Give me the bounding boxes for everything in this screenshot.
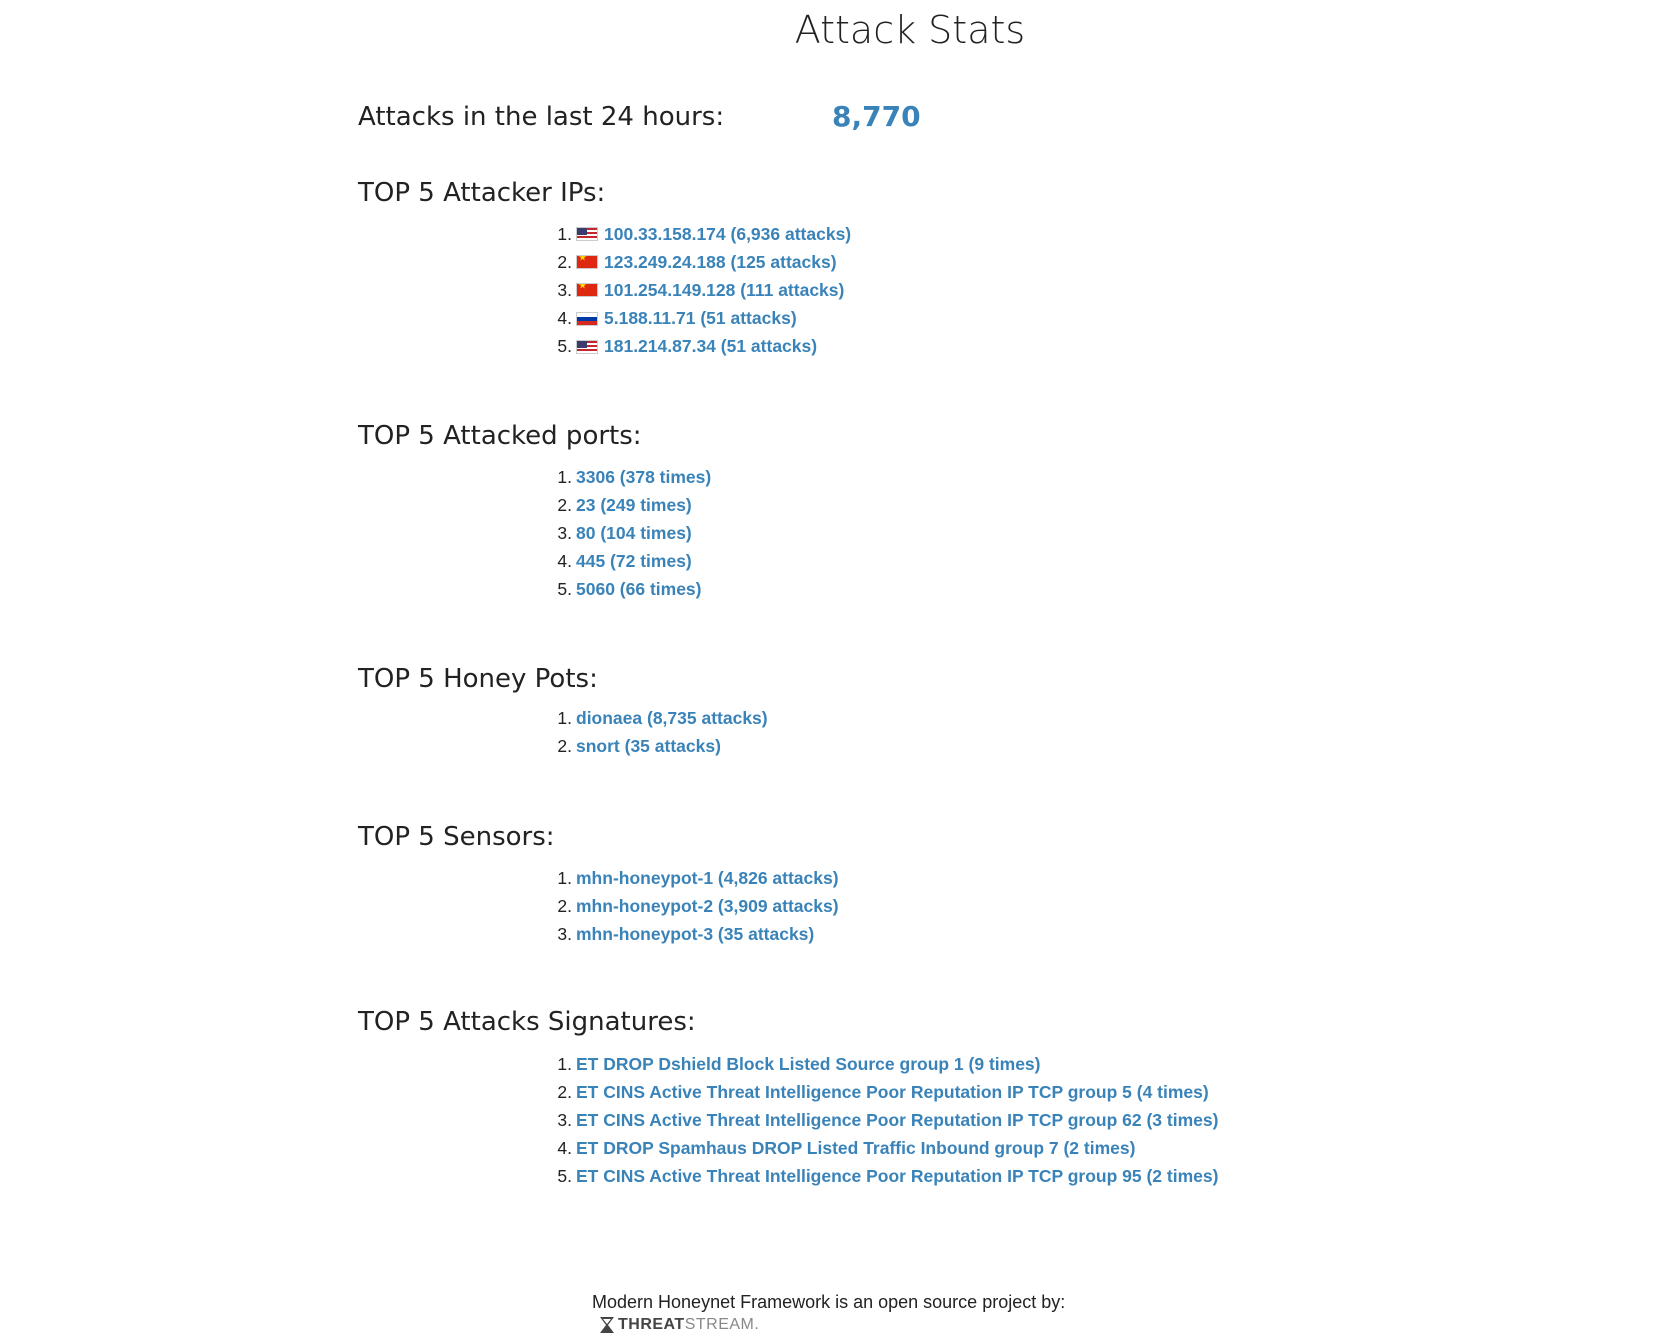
list-link[interactable]: 181.214.87.34 (51 attacks) xyxy=(604,336,818,357)
list-link[interactable]: mhn-honeypot-1 (4,826 attacks) xyxy=(576,867,839,888)
attacker-ips-list: 1. 100.33.158.174 (6,936 attacks) 2. 123.24… xyxy=(548,220,851,361)
list-item: 2. 23 (249 times) xyxy=(548,491,711,519)
list-item: 1. 3306 (378 times) xyxy=(548,463,711,491)
list-link[interactable]: ET CINS Active Threat Intelligence Poor … xyxy=(576,1081,1209,1102)
sensors-heading: TOP 5 Sensors: xyxy=(358,822,555,852)
list-item: 5. 181.214.87.34 (51 attacks) xyxy=(548,333,851,361)
list-item: 2. mhn-honeypot-2 (3,909 attacks) xyxy=(548,892,839,920)
logo-bold-text: THREAT xyxy=(618,1316,685,1333)
list-number: 2. xyxy=(557,251,572,272)
list-link[interactable]: mhn-honeypot-2 (3,909 attacks) xyxy=(576,895,839,916)
list-item: 3. ET CINS Active Threat Intelligence Poo… xyxy=(548,1106,1218,1134)
list-item: 2. ET CINS Active Threat Intelligence Poo… xyxy=(548,1078,1218,1106)
list-number: 1. xyxy=(557,466,572,487)
list-item: 3. 101.254.149.128 (111 attacks) xyxy=(548,276,851,304)
page-title: Attack Stats xyxy=(794,8,1026,52)
logo-light-text: STREAM. xyxy=(684,1316,760,1333)
list-item: 1. dionaea (8,735 attacks) xyxy=(548,704,768,732)
list-item: 2. snort (35 attacks) xyxy=(548,732,768,760)
us-flag-icon xyxy=(576,339,598,354)
us-flag-icon xyxy=(576,227,598,242)
ru-flag-icon xyxy=(576,311,598,326)
list-number: 1. xyxy=(557,707,572,728)
signatures-list: 1. ET DROP Dshield Block Listed Source gr… xyxy=(548,1050,1218,1191)
sensors-list: 1. mhn-honeypot-1 (4,826 attacks) 2. mhn-ho… xyxy=(548,864,839,949)
list-number: 1. xyxy=(557,1053,572,1074)
list-link[interactable]: ET CINS Active Threat Intelligence Poor … xyxy=(576,1166,1219,1187)
list-link[interactable]: ET CINS Active Threat Intelligence Poor … xyxy=(576,1109,1219,1130)
list-link[interactable]: dionaea (8,735 attacks) xyxy=(576,707,768,728)
hourglass-icon xyxy=(600,1317,614,1333)
list-item: 1. mhn-honeypot-1 (4,826 attacks) xyxy=(548,864,839,892)
attacks-24h-label: Attacks in the last 24 hours: xyxy=(358,102,725,132)
list-item: 4. 445 (72 times) xyxy=(548,548,711,576)
cn-flag-icon xyxy=(576,255,598,270)
attacked-ports-heading: TOP 5 Attacked ports: xyxy=(358,421,642,451)
list-number: 5. xyxy=(557,336,572,357)
attacker-ips-heading: TOP 5 Attacker IPs: xyxy=(358,178,606,208)
list-link[interactable]: 123.249.24.188 (125 attacks) xyxy=(604,251,837,272)
list-link[interactable]: 80 (104 times) xyxy=(576,522,692,543)
list-number: 3. xyxy=(557,279,572,300)
list-number: 3. xyxy=(557,522,572,543)
signatures-heading: TOP 5 Attacks Signatures: xyxy=(358,1007,696,1037)
list-number: 1. xyxy=(557,223,572,244)
list-item: 5. ET CINS Active Threat Intelligence Poo… xyxy=(548,1163,1218,1191)
list-number: 3. xyxy=(557,1109,572,1130)
threatstream-logo[interactable]: THREAT STREAM. xyxy=(598,1316,759,1334)
list-link[interactable]: 100.33.158.174 (6,936 attacks) xyxy=(604,223,852,244)
list-number: 4. xyxy=(557,308,572,329)
list-item: 3. 80 (104 times) xyxy=(548,519,711,547)
list-number: 2. xyxy=(557,494,572,515)
list-link[interactable]: ET DROP Spamhaus DROP Listed Traffic Inb… xyxy=(576,1138,1136,1159)
list-number: 2. xyxy=(557,735,572,756)
list-link[interactable]: mhn-honeypot-3 (35 attacks) xyxy=(576,923,815,944)
honeypots-list: 1. dionaea (8,735 attacks) 2. snort (35 att… xyxy=(548,704,768,760)
list-number: 3. xyxy=(557,923,572,944)
list-link[interactable]: ET DROP Dshield Block Listed Source grou… xyxy=(576,1053,1041,1074)
footer-text: Modern Honeynet Framework is an open sou… xyxy=(592,1292,1066,1312)
list-item: 4. 5.188.11.71 (51 attacks) xyxy=(548,305,851,333)
honeypots-heading: TOP 5 Honey Pots: xyxy=(358,664,598,694)
list-link[interactable]: 445 (72 times) xyxy=(576,551,692,572)
list-item: 1. ET DROP Dshield Block Listed Source gr… xyxy=(548,1050,1218,1078)
list-item: 5. 5060 (66 times) xyxy=(548,576,711,604)
list-item: 3. mhn-honeypot-3 (35 attacks) xyxy=(548,920,839,948)
list-number: 2. xyxy=(557,1081,572,1102)
list-item: 1. 100.33.158.174 (6,936 attacks) xyxy=(548,220,851,248)
list-number: 4. xyxy=(557,551,572,572)
cn-flag-icon xyxy=(576,283,598,298)
list-link[interactable]: 3306 (378 times) xyxy=(576,466,712,487)
list-link[interactable]: 5.188.11.71 (51 attacks) xyxy=(604,308,797,329)
list-number: 5. xyxy=(557,1166,572,1187)
list-number: 5. xyxy=(557,579,572,600)
attacked-ports-list: 1. 3306 (378 times) 2. 23 (249 times) 3. 80 (… xyxy=(548,463,711,604)
list-number: 4. xyxy=(557,1138,572,1159)
list-item: 2. 123.249.24.188 (125 attacks) xyxy=(548,248,851,276)
list-number: 2. xyxy=(557,895,572,916)
list-item: 4. ET DROP Spamhaus DROP Listed Traffic I… xyxy=(548,1135,1218,1163)
list-link[interactable]: snort (35 attacks) xyxy=(576,735,721,756)
list-link[interactable]: 5060 (66 times) xyxy=(576,579,702,600)
list-link[interactable]: 23 (249 times) xyxy=(576,494,692,515)
attacks-24h-count: 8,770 xyxy=(832,100,921,133)
list-link[interactable]: 101.254.149.128 (111 attacks) xyxy=(604,279,845,300)
list-number: 1. xyxy=(557,867,572,888)
